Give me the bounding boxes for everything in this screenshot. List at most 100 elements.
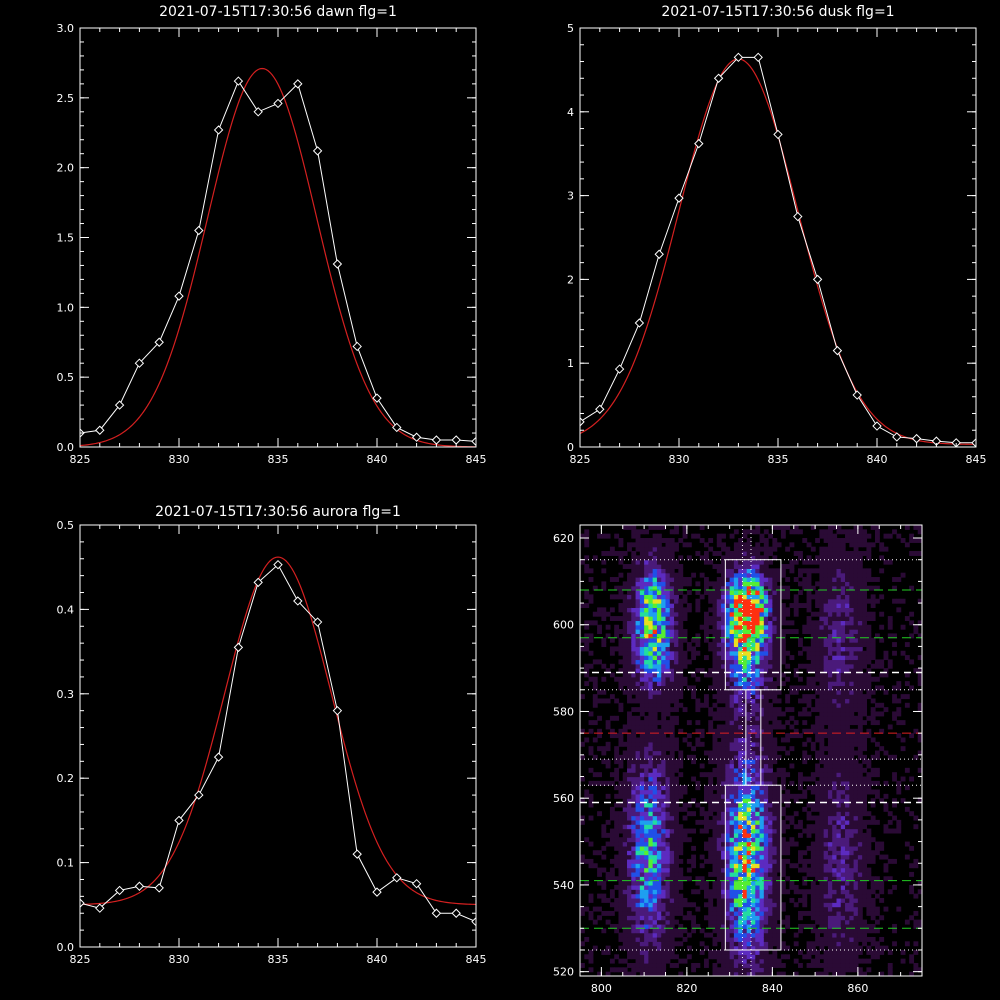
heatmap-cell	[827, 759, 833, 765]
heatmap-cell	[712, 702, 718, 708]
data-point	[694, 138, 704, 149]
heatmap-cell	[793, 728, 799, 734]
heatmap-cell	[716, 668, 722, 674]
heatmap-cell	[605, 746, 611, 752]
heatmap-cell	[832, 759, 838, 765]
heatmap-cell	[656, 533, 662, 539]
heatmap-cell	[733, 559, 739, 565]
heatmap-cell	[716, 581, 722, 587]
x-tick-label: 835	[268, 453, 289, 466]
heatmap-cell	[665, 910, 671, 916]
heatmap-cell	[635, 858, 641, 864]
heatmap-cell	[721, 685, 726, 691]
heatmap-cell	[661, 906, 667, 912]
heatmap-cell	[780, 819, 786, 825]
heatmap-cell	[712, 832, 718, 838]
data-point	[411, 432, 422, 442]
heatmap-cell	[622, 594, 628, 600]
heatmap-cell	[614, 811, 620, 817]
heatmap-cell	[738, 672, 744, 678]
heatmap-cell	[738, 646, 744, 652]
heatmap-cell	[738, 811, 744, 817]
heatmap-cell	[840, 923, 846, 929]
heatmap-cell	[721, 646, 726, 652]
heatmap-cell	[810, 884, 816, 890]
heatmap-cell	[618, 637, 624, 643]
heatmap-cell	[738, 633, 744, 639]
heatmap-cell	[746, 642, 752, 648]
heatmap-cell	[815, 685, 820, 691]
heatmap-cell	[652, 754, 658, 760]
heatmap-cell	[815, 772, 820, 778]
heatmap-cell	[763, 759, 769, 765]
heatmap-cell	[703, 811, 709, 817]
heatmap-cell	[742, 724, 748, 730]
heatmap-cell	[802, 889, 808, 895]
heatmap-cell	[738, 728, 744, 734]
heatmap-cell	[614, 815, 620, 821]
heatmap-cell	[759, 559, 765, 565]
heatmap-cell	[810, 962, 816, 968]
heatmap-cell	[652, 824, 658, 830]
heatmap-cell	[708, 607, 714, 613]
heatmap-cell	[712, 893, 718, 899]
heatmap-cell	[729, 845, 735, 851]
heatmap-cell	[836, 880, 842, 886]
heatmap-cell	[644, 689, 649, 695]
heatmap-cell	[840, 590, 846, 595]
heatmap-cell	[721, 945, 726, 951]
heatmap-cell	[631, 616, 637, 622]
heatmap-cell	[725, 741, 731, 747]
heatmap-cell	[712, 754, 718, 760]
heatmap-cell	[776, 910, 782, 916]
heatmap-cell	[832, 598, 838, 604]
heatmap-cell	[635, 655, 641, 661]
heatmap-cell	[592, 780, 598, 786]
heatmap-cell	[699, 668, 705, 674]
heatmap-cell	[798, 551, 803, 556]
heatmap-cell	[759, 858, 765, 864]
heatmap-cell	[721, 707, 726, 713]
heatmap-cell	[768, 702, 773, 708]
heatmap-cell	[810, 949, 816, 955]
heatmap-cell	[644, 733, 649, 739]
heatmap-cell	[661, 776, 667, 782]
heatmap-cell	[592, 681, 598, 687]
heatmap-cell	[609, 858, 615, 864]
heatmap-cell	[733, 529, 739, 535]
heatmap-cell	[733, 555, 739, 561]
heatmap-cell	[648, 611, 654, 617]
heatmap-cell	[648, 707, 654, 713]
heatmap-cell	[631, 936, 637, 942]
heatmap-cell	[806, 577, 812, 582]
heatmap-cell	[810, 642, 816, 648]
heatmap-cell	[631, 789, 637, 795]
heatmap-cell	[631, 841, 637, 847]
heatmap-cell	[669, 676, 675, 682]
heatmap-cell	[627, 945, 632, 951]
heatmap-cell	[644, 906, 649, 912]
heatmap-cell	[678, 581, 684, 587]
data-point	[134, 358, 145, 368]
heatmap-cell	[751, 629, 756, 635]
heatmap-cell	[588, 711, 594, 717]
heatmap-cell	[836, 590, 842, 595]
heatmap-cell	[712, 681, 718, 687]
heatmap-cell	[742, 837, 748, 843]
heatmap-cell	[712, 642, 718, 648]
heatmap-cell	[823, 858, 829, 864]
heatmap-cell	[755, 676, 761, 682]
heatmap-cell	[729, 936, 735, 942]
heatmap-cell	[631, 893, 637, 899]
heatmap-cell	[627, 698, 632, 704]
heatmap-cell	[627, 564, 632, 569]
heatmap-cell	[725, 763, 731, 769]
heatmap-cell	[827, 850, 833, 856]
heatmap-cell	[793, 811, 799, 817]
heatmap-cell	[742, 572, 748, 578]
heatmap-cell	[733, 763, 739, 769]
heatmap-cell	[742, 854, 748, 860]
y-tick-label: 0.2	[57, 772, 75, 785]
heatmap-cell	[635, 720, 641, 726]
heatmap-cell	[661, 815, 667, 821]
